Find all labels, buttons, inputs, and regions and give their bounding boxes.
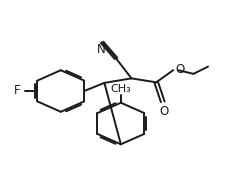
Text: O: O [159, 105, 169, 118]
Text: O: O [175, 63, 184, 76]
Text: F: F [14, 84, 21, 98]
Text: CH₃: CH₃ [110, 84, 131, 94]
Text: N: N [96, 43, 105, 56]
